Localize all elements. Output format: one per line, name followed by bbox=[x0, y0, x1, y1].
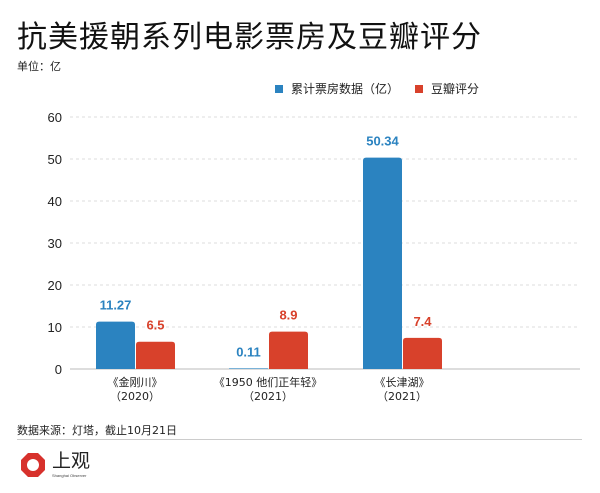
logo-subtitle: Shanghai Observer bbox=[52, 473, 87, 478]
bar-box-office bbox=[229, 368, 268, 369]
bar-box-office bbox=[96, 321, 135, 369]
y-tick-label: 30 bbox=[48, 236, 62, 251]
legend-swatch-box-office bbox=[275, 84, 283, 93]
legend: 累计票房数据（亿） 豆瓣评分 bbox=[275, 80, 479, 97]
bar-box-office bbox=[363, 157, 402, 369]
x-tick-label: （2021） bbox=[243, 390, 293, 403]
logo: 上观 Shanghai Observer bbox=[20, 450, 90, 479]
x-tick-label: 《长津湖》 bbox=[375, 376, 430, 389]
y-tick-label: 60 bbox=[48, 110, 62, 125]
y-tick-label: 40 bbox=[48, 194, 62, 209]
data-label: 7.4 bbox=[413, 314, 432, 329]
legend-swatch-douban bbox=[415, 84, 424, 93]
data-label: 50.34 bbox=[366, 134, 399, 149]
y-tick-label: 10 bbox=[48, 320, 62, 335]
data-label: 11.27 bbox=[100, 298, 132, 313]
x-tick-label: （2021） bbox=[377, 390, 427, 403]
divider bbox=[17, 439, 582, 440]
legend-item-box-office: 累计票房数据（亿） bbox=[275, 80, 399, 97]
data-label: 6.5 bbox=[146, 318, 164, 333]
data-label: 8.9 bbox=[279, 308, 297, 323]
data-label: 0.11 bbox=[236, 345, 261, 360]
x-tick-label: 《金刚川》 bbox=[108, 375, 163, 389]
data-source: 数据来源：灯塔，截止10月21日 bbox=[17, 424, 177, 437]
unit-label: 单位：亿 bbox=[17, 60, 61, 73]
y-tick-label: 50 bbox=[48, 152, 62, 167]
bar-douban-rating bbox=[403, 337, 442, 369]
logo-name: 上观 bbox=[52, 450, 91, 472]
y-tick-label: 0 bbox=[55, 362, 62, 377]
logo-octagon-icon bbox=[21, 452, 45, 477]
legend-label-douban: 豆瓣评分 bbox=[431, 82, 480, 96]
legend-item-douban: 豆瓣评分 bbox=[415, 80, 479, 97]
y-tick-label: 20 bbox=[48, 278, 62, 293]
chart-title: 抗美援朝系列电影票房及豆瓣评分 bbox=[17, 20, 482, 55]
x-tick-label: （2020） bbox=[110, 390, 160, 403]
bar-douban-rating bbox=[269, 331, 308, 369]
x-tick-label: 《1950 他们正年轻》 bbox=[214, 375, 323, 389]
legend-label-box-office: 累计票房数据（亿） bbox=[291, 82, 400, 96]
bar-douban-rating bbox=[136, 341, 175, 369]
bar-chart: 0 10 20 30 40 50 60 11.27 6.5 《金刚川》（2020） 0.11 8.9 《… bbox=[48, 110, 580, 403]
